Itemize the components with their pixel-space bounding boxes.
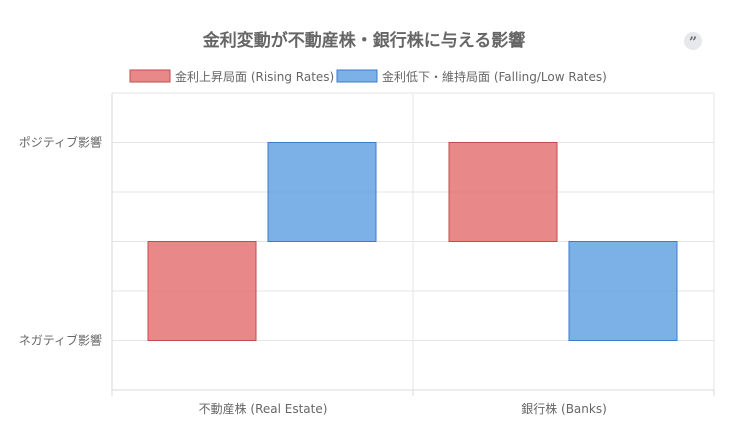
bar-2-2: [568, 241, 678, 341]
legend-swatch-2: [336, 69, 378, 83]
y-tick-label-1: ポジティブ影響: [19, 135, 102, 150]
bar-2-1: [448, 142, 558, 242]
x-tick-label-1: 不動産株 (Real Estate): [199, 401, 328, 416]
quote-button-background: [684, 32, 702, 50]
legend-item-1: 金利上昇局面 (Rising Rates): [129, 69, 334, 84]
quote-icon: ”: [689, 35, 697, 51]
y-tick-label-2: ネガティブ影響: [19, 333, 102, 348]
chart-title: 金利変動が不動産株・銀行株に与える影響: [202, 30, 526, 51]
bar-1-1: [147, 241, 257, 341]
quote-button[interactable]: ”: [684, 32, 702, 51]
bars: [147, 142, 678, 341]
legend-label-2: 金利低下・維持局面 (Falling/Low Rates): [382, 69, 607, 84]
legend-swatch-1: [129, 69, 171, 83]
legend: 金利上昇局面 (Rising Rates) 金利低下・維持局面 (Falling/…: [129, 69, 607, 84]
legend-item-2: 金利低下・維持局面 (Falling/Low Rates): [336, 69, 607, 84]
x-axis: 不動産株 (Real Estate) 銀行株 (Banks): [111, 93, 715, 416]
legend-label-1: 金利上昇局面 (Rising Rates): [175, 69, 334, 84]
x-tick-label-2: 銀行株 (Banks): [521, 401, 607, 416]
bar-1-2: [267, 142, 377, 242]
